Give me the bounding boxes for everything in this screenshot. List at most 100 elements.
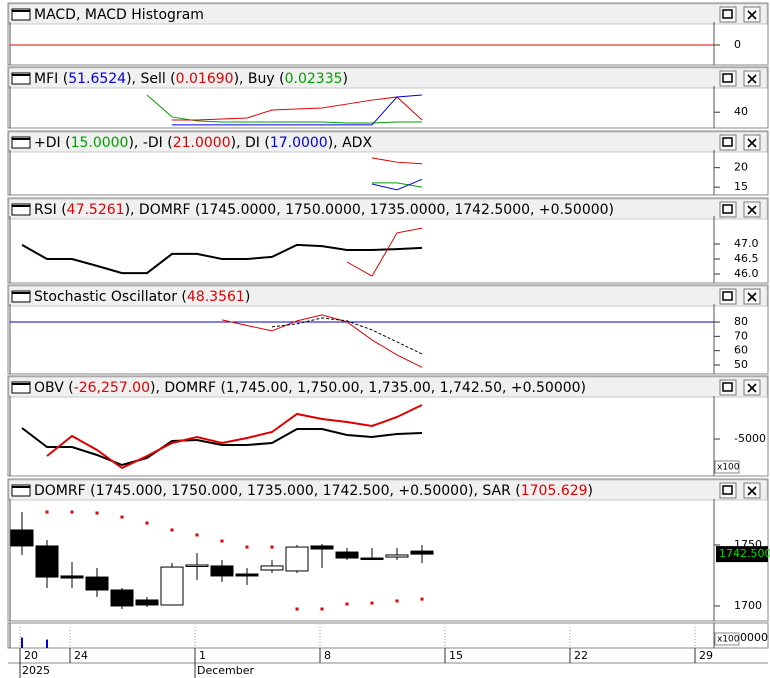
title-part: ), DOMRF (1745.0000, 1750.0000, 1735.000… xyxy=(125,202,614,218)
panel-icon xyxy=(11,381,31,394)
series-line xyxy=(372,182,423,188)
title-part: ), Sell ( xyxy=(126,71,176,87)
series-line xyxy=(371,157,423,165)
y-tick-label: 70 xyxy=(734,329,748,342)
title-part: OBV ( xyxy=(34,380,74,396)
panel-icon xyxy=(11,72,31,85)
panel-header xyxy=(8,285,768,307)
sar-dot xyxy=(295,607,299,611)
sar-dot xyxy=(220,539,224,543)
x-tick-label: 8 xyxy=(324,649,331,662)
sar-dot xyxy=(120,515,124,519)
panel-title: DOMRF (1745.000, 1750.000, 1735.000, 174… xyxy=(34,483,593,499)
x-sub-label: December xyxy=(197,664,255,677)
panel-title: OBV (-26,257.00), DOMRF (1,745.00, 1,750… xyxy=(34,380,586,396)
maximize-icon xyxy=(722,382,733,392)
maximize-icon xyxy=(722,137,733,147)
close-icon xyxy=(747,486,757,496)
title-part: DOMRF (1745.000, 1750.000, 1735.000, 174… xyxy=(34,483,521,499)
candle-body xyxy=(335,551,359,559)
candle-body xyxy=(235,573,259,577)
last-price-label: 1742.500 xyxy=(719,547,770,560)
y-tick-label: 0 xyxy=(734,38,741,51)
multiplier: x100 xyxy=(717,635,740,645)
sar-dot xyxy=(370,601,374,605)
maximize-icon xyxy=(722,204,733,214)
candle-body xyxy=(10,529,34,547)
close-icon xyxy=(747,10,757,20)
x-tick-label: 24 xyxy=(74,649,88,662)
candle-body xyxy=(260,565,284,571)
candle-body xyxy=(360,557,384,561)
sar-dot xyxy=(45,510,49,514)
panel-header xyxy=(8,198,768,220)
title-part: ) xyxy=(245,289,250,305)
series-line xyxy=(172,94,423,126)
maximize-icon xyxy=(722,73,733,83)
panel-header xyxy=(8,479,768,501)
series-line xyxy=(21,427,423,467)
maximize-icon xyxy=(722,291,733,301)
title-part: MFI ( xyxy=(34,71,68,87)
title-part: RSI ( xyxy=(34,202,67,218)
panel-header xyxy=(8,131,768,153)
title-part: -26,257.00 xyxy=(74,380,150,396)
y-tick-label: 50 xyxy=(734,358,748,371)
title-part: 21.0000 xyxy=(173,135,231,151)
title-part: Stochastic Oscillator ( xyxy=(34,289,187,305)
y-tick-label: 20 xyxy=(734,161,748,174)
sar-dot xyxy=(345,602,349,606)
multiplier-box xyxy=(714,460,740,474)
title-part: 17.0000 xyxy=(270,135,328,151)
panel-icon xyxy=(11,290,31,303)
sar-dot xyxy=(95,511,99,515)
candle-body xyxy=(385,554,409,558)
candle-body xyxy=(160,566,184,606)
title-part: ) xyxy=(588,483,593,499)
panel-header xyxy=(8,376,768,398)
title-part: 1705.629 xyxy=(521,483,588,499)
panel-icon xyxy=(11,8,31,21)
close-icon xyxy=(747,383,757,393)
y-tick-label: 47.0 xyxy=(734,237,759,250)
y-tick-label: 80 xyxy=(734,315,748,328)
panel-header xyxy=(8,67,768,89)
title-part: +DI ( xyxy=(34,135,71,151)
title-part: ), DI ( xyxy=(231,135,270,151)
x-tick-label: 20 xyxy=(24,649,38,662)
y-tick-label: -5000 xyxy=(734,432,766,445)
panel-header xyxy=(8,3,768,25)
candle-body xyxy=(135,599,159,606)
last-price-box xyxy=(716,546,768,563)
sar-dot xyxy=(320,607,324,611)
close-icon xyxy=(747,138,757,148)
title-part: ), DOMRF (1,745.00, 1,750.00, 1,735.00, … xyxy=(150,380,586,396)
close-icon xyxy=(747,292,757,302)
candle-body xyxy=(285,546,309,572)
series-line xyxy=(346,227,423,277)
multiplier-box xyxy=(714,632,740,646)
series-line xyxy=(371,178,423,191)
candle-body xyxy=(210,565,234,577)
y-tick-label: 46.0 xyxy=(734,267,759,280)
title-part: 0.01690 xyxy=(176,71,234,87)
y-tick-label: 1700 xyxy=(734,599,762,612)
volume-bar xyxy=(21,637,23,648)
x-tick-label: 15 xyxy=(449,649,463,662)
title-part: 48.3561 xyxy=(187,289,245,305)
candle-body xyxy=(35,545,59,578)
series-line xyxy=(21,243,423,275)
panel-icon xyxy=(11,203,31,216)
panel-icon xyxy=(11,136,31,149)
y-tick-label: 15 xyxy=(734,180,748,193)
candle-body xyxy=(410,550,434,555)
axis-label: 0000 xyxy=(740,631,768,644)
sar-dot xyxy=(245,545,249,549)
x-tick-label: 29 xyxy=(699,649,713,662)
y-tick-label: 60 xyxy=(734,344,748,357)
sar-dot xyxy=(145,521,149,525)
sar-dot xyxy=(170,528,174,532)
title-part: ), Buy ( xyxy=(234,71,285,87)
sar-dot xyxy=(195,533,199,537)
sar-dot xyxy=(395,599,399,603)
